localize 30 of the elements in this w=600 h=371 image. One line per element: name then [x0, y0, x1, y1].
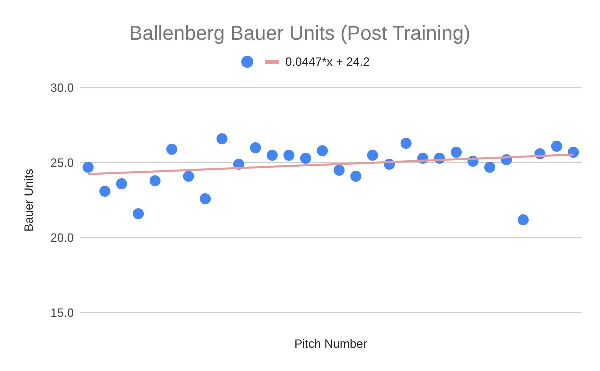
- point: [334, 165, 345, 176]
- y-tick-label: 15.0: [50, 306, 74, 320]
- point: [451, 147, 462, 158]
- point: [400, 138, 412, 149]
- point: [82, 162, 94, 173]
- point: [250, 142, 262, 154]
- point: [216, 134, 228, 144]
- point: [150, 176, 161, 186]
- point: [100, 186, 111, 197]
- point: [317, 146, 328, 156]
- point: [266, 150, 278, 161]
- legend-label: 0.0447*x + 24.2: [286, 55, 370, 69]
- point: [300, 153, 312, 164]
- point: [284, 150, 295, 161]
- point: [518, 214, 529, 226]
- point: [551, 141, 562, 152]
- y-tick-label: 25.0: [50, 156, 74, 170]
- point: [484, 162, 496, 173]
- point: [350, 171, 362, 182]
- point: [183, 171, 194, 182]
- point: [133, 208, 144, 220]
- point: [116, 178, 128, 190]
- y-axis-title: Bauer Units: [22, 169, 36, 232]
- y-tick-label: 30.0: [50, 81, 74, 95]
- x-axis-title: Pitch Number: [294, 337, 368, 351]
- y-tick-label: 20.0: [50, 231, 74, 245]
- point: [200, 194, 211, 204]
- point: [166, 144, 178, 155]
- point: [367, 150, 378, 161]
- chart-title: Ballenberg Bauer Units (Post Training): [129, 23, 471, 45]
